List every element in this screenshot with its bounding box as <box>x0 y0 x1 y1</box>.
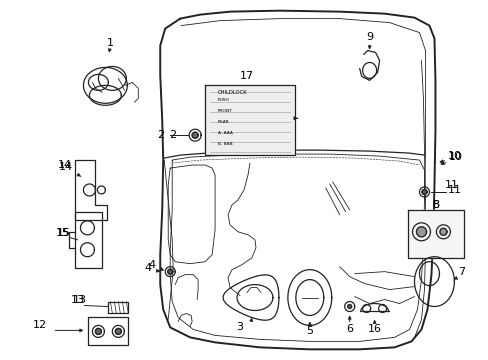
Polygon shape <box>167 269 172 274</box>
Text: 14: 14 <box>58 160 72 170</box>
Text: 12: 12 <box>33 320 47 330</box>
Polygon shape <box>95 328 101 334</box>
Polygon shape <box>439 228 446 235</box>
Text: 10: 10 <box>447 151 461 161</box>
Text: 8: 8 <box>431 200 438 210</box>
Text: 15: 15 <box>56 228 69 238</box>
Text: 4: 4 <box>148 260 156 270</box>
Text: 16: 16 <box>367 324 381 334</box>
Polygon shape <box>407 210 464 258</box>
Text: FRONT: FRONT <box>218 109 232 113</box>
Text: 13: 13 <box>72 294 86 305</box>
Polygon shape <box>421 189 426 194</box>
Text: 9: 9 <box>366 32 372 41</box>
Polygon shape <box>347 305 351 309</box>
Polygon shape <box>192 132 198 138</box>
Text: B. BBB: B. BBB <box>218 142 232 146</box>
Text: 7: 7 <box>457 267 464 276</box>
Text: REAR: REAR <box>218 120 229 124</box>
Text: CHILDLOCK: CHILDLOCK <box>218 90 247 95</box>
Text: 14: 14 <box>59 162 73 172</box>
Text: 3: 3 <box>236 323 243 332</box>
Text: 5: 5 <box>305 327 313 336</box>
Text: 1: 1 <box>107 37 114 48</box>
Text: 13: 13 <box>70 294 84 305</box>
Text: A. AAA: A. AAA <box>218 131 232 135</box>
Text: 17: 17 <box>240 71 254 81</box>
Text: 10: 10 <box>447 152 462 162</box>
Polygon shape <box>204 85 294 155</box>
Polygon shape <box>416 227 426 237</box>
Text: PUSH: PUSH <box>218 98 229 102</box>
Text: 11: 11 <box>447 185 461 195</box>
Text: 8: 8 <box>431 200 438 210</box>
Text: 11: 11 <box>444 180 457 190</box>
Polygon shape <box>115 328 121 334</box>
Text: 15: 15 <box>57 228 70 238</box>
Text: 2: 2 <box>168 130 175 140</box>
Text: 6: 6 <box>346 324 352 334</box>
Text: 2: 2 <box>156 130 163 140</box>
Text: 4: 4 <box>144 263 152 273</box>
